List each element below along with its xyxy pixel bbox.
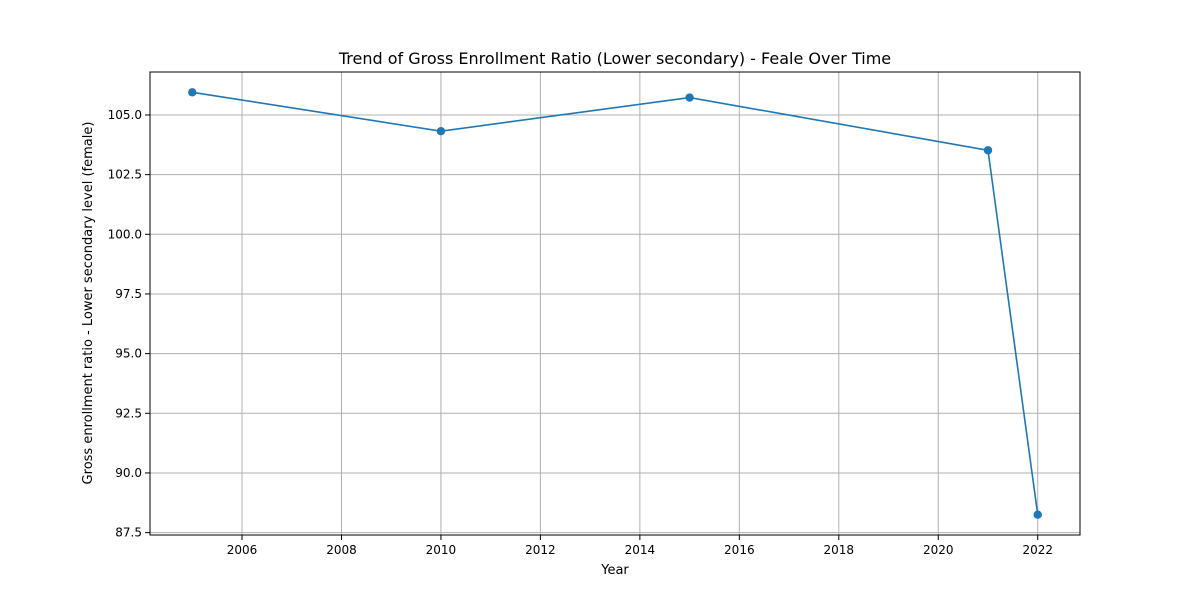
data-point-marker [685,93,694,102]
x-tick-label: 2018 [824,543,855,557]
y-axis-ticks: 87.5 90.0 92.5 95.0 97.5 100.0 102.5 105.0 [108,108,150,540]
x-tick-label: 2014 [625,543,656,557]
x-tick-label: 2008 [326,543,357,557]
x-tick-label: 2012 [525,543,556,557]
y-tick-label: 105.0 [108,108,142,122]
data-point-marker [1033,510,1042,519]
data-point-marker [436,126,446,136]
x-tick-label: 2010 [426,543,457,557]
x-tick-label: 2020 [923,543,954,557]
y-tick-label: 92.5 [115,406,142,420]
y-tick-label: 87.5 [115,526,142,540]
chart-title: Trend of Gross Enrollment Ratio (Lower s… [338,49,891,68]
x-tick-label: 2016 [724,543,755,557]
y-tick-label: 95.0 [115,347,142,361]
x-axis-ticks: 2006 2008 2010 2012 2014 2016 2018 2020 2022 [227,535,1053,557]
x-axis-label: Year [600,563,629,578]
data-point-marker [983,146,993,155]
y-tick-label: 90.0 [115,466,142,480]
y-tick-label: 97.5 [115,287,142,301]
y-axis-label: Gross enrollment ratio - Lower secondary… [81,122,96,485]
plot-area-frame [149,71,1081,536]
y-tick-label: 100.0 [108,227,142,241]
x-tick-label: 2006 [227,543,258,557]
series [188,88,1042,519]
y-tick-label: 102.5 [108,168,142,182]
grid [150,72,1080,535]
x-tick-label: 2022 [1022,543,1053,557]
data-point-marker [188,88,197,97]
